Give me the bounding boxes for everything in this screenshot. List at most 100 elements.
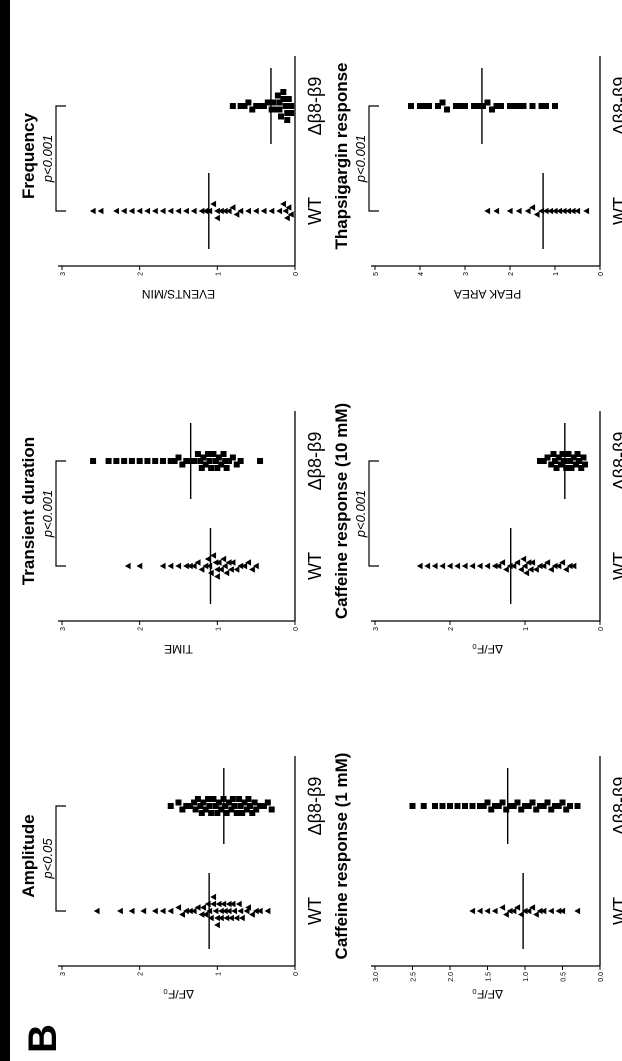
square-marker [493,103,500,109]
square-marker [136,458,143,464]
square-marker [432,803,438,809]
triangle-marker [243,907,250,915]
triangle-marker [237,207,244,215]
triangle-marker [551,562,558,570]
square-marker [550,451,557,457]
triangle-marker [245,559,251,566]
triangle-marker [152,907,158,915]
y-tick-label: 2 [138,972,145,976]
triangle-marker [212,559,219,566]
square-marker [578,465,585,471]
triangle-marker [229,204,236,211]
triangle-marker [220,900,227,908]
triangle-marker [128,207,135,215]
triangle-marker [249,566,255,573]
triangle-marker [547,207,554,215]
y-tick-label: 5 [373,272,380,276]
x-category-label: Δβ8-β9 [610,77,622,136]
triangle-marker [499,904,506,911]
square-marker [198,465,205,471]
triangle-marker [491,907,498,915]
triangle-marker [93,907,100,915]
triangle-marker [225,907,232,915]
triangle-marker [540,907,547,915]
triangle-marker [124,562,131,570]
triangle-marker [159,207,166,215]
triangle-marker [190,562,197,570]
triangle-marker [536,907,543,915]
y-tick-label: 1 [215,972,222,976]
square-marker [208,810,215,816]
triangle-marker [256,907,263,915]
triangle-marker [548,907,554,915]
x-category-label: WT [610,897,622,925]
square-marker [439,99,446,106]
y-axis-label: ΔF/F₀ [163,987,194,1001]
triangle-marker [221,907,228,915]
square-marker [285,96,292,102]
square-marker [239,810,246,816]
square-marker [421,103,428,109]
y-tick-label: 0 [293,627,300,631]
square-marker [477,803,483,809]
triangle-marker [202,911,209,918]
triangle-marker [439,562,446,570]
square-marker [223,810,230,816]
chart-panel-2: Transient duration 0 1 2 3 TIME WT Δβ8-β9 p<0.00… [19,411,325,656]
square-marker [548,806,555,813]
triangle-marker [214,207,220,215]
triangle-marker [536,562,543,570]
y-tick-label: 0 [598,627,605,631]
square-marker [563,806,570,813]
square-marker [128,458,135,464]
triangle-marker [484,907,491,915]
x-category-label: Δβ8-β9 [610,777,622,836]
x-category-label: Δβ8-β9 [305,77,325,136]
significance-bracket [368,105,379,212]
triangle-marker [533,566,539,573]
triangle-marker [231,907,238,915]
y-tick-label: 0.0 [598,972,605,982]
triangle-marker [210,552,217,559]
y-tick-label: 3 [60,627,67,631]
triangle-marker [461,562,468,570]
triangle-marker [233,914,240,922]
chart-title: Caffeine response (1 mM) [332,753,351,960]
triangle-marker [159,562,166,570]
triangle-marker [285,204,292,211]
triangle-marker [120,207,127,215]
square-marker [516,103,522,109]
triangle-marker [424,562,431,570]
chart-title: Frequency [19,112,38,199]
triangle-marker [446,562,453,570]
triangle-marker [238,914,245,922]
triangle-marker [233,211,240,218]
triangle-marker [521,562,528,570]
y-tick-label: 2 [448,627,455,631]
x-category-label: WT [305,197,325,225]
triangle-marker [97,207,104,215]
y-tick-label: 3 [60,972,67,976]
square-marker [268,106,275,113]
square-marker [488,806,495,813]
triangle-marker [214,921,220,929]
y-tick-label: 2 [138,272,145,276]
square-marker [205,451,212,457]
y-tick-label: 1 [553,272,560,276]
triangle-marker [233,566,240,573]
triangle-marker [228,566,234,573]
square-marker [220,451,227,457]
triangle-marker [282,207,289,215]
square-marker [538,103,545,109]
triangle-marker [506,907,513,915]
square-marker [408,103,414,109]
triangle-marker [551,207,558,215]
triangle-marker [574,907,581,915]
triangle-marker [540,562,547,570]
triangle-marker [159,907,166,915]
triangle-marker [569,207,576,215]
square-marker [268,806,275,813]
y-tick-label: 1 [215,272,222,276]
triangle-marker [280,200,286,208]
square-marker [548,461,555,468]
